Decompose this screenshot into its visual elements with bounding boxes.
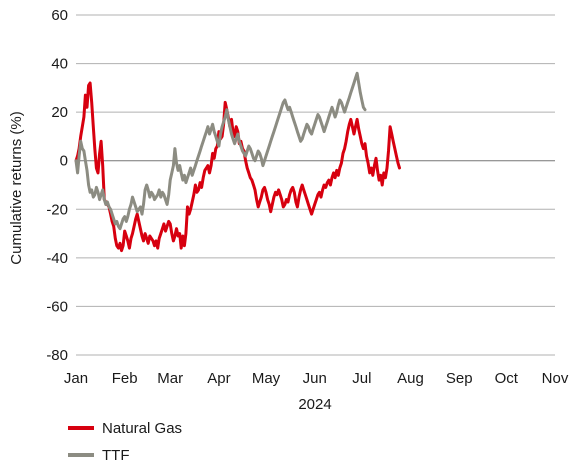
y-tick-label: 0 xyxy=(60,153,68,170)
series-line-natural-gas xyxy=(74,81,401,253)
x-tick-label: Apr xyxy=(207,370,230,387)
legend-label-ttf: TTF xyxy=(102,446,130,464)
legend-swatch-ttf xyxy=(68,453,94,457)
x-tick-label: Nov xyxy=(542,370,569,387)
y-tick-label: -60 xyxy=(46,298,68,315)
series-lines xyxy=(74,71,401,253)
legend-label-natural-gas: Natural Gas xyxy=(102,419,183,437)
y-axis-title: Cumulative returns (%) xyxy=(8,111,25,264)
x-tick-label: Jun xyxy=(303,370,327,387)
y-tick-label: -20 xyxy=(46,201,68,218)
legend: Natural Gas TTF xyxy=(68,417,182,471)
x-axis-title: 2024 xyxy=(298,396,331,413)
y-axis-ticks: 60 40 20 0 -20 -40 -60 -80 xyxy=(46,7,68,364)
y-tick-label: 20 xyxy=(51,104,68,121)
series-line-ttf xyxy=(74,71,367,231)
y-tick-label: 40 xyxy=(51,56,68,73)
x-tick-label: Feb xyxy=(112,370,138,387)
y-tick-label: 60 xyxy=(51,7,68,24)
x-tick-label: Jul xyxy=(352,370,371,387)
x-tick-label: Oct xyxy=(495,370,519,387)
legend-item-ttf: TTF xyxy=(68,444,182,466)
x-tick-label: Mar xyxy=(157,370,183,387)
x-tick-label: May xyxy=(252,370,281,387)
legend-item-natural-gas: Natural Gas xyxy=(68,417,182,439)
y-tick-label: -80 xyxy=(46,347,68,364)
x-tick-label: Aug xyxy=(397,370,424,387)
y-tick-label: -40 xyxy=(46,250,68,267)
x-tick-label: Jan xyxy=(64,370,88,387)
x-tick-label: Sep xyxy=(446,370,473,387)
legend-swatch-natural-gas xyxy=(68,426,94,430)
grid-lines xyxy=(76,14,555,356)
x-axis-ticks: Jan Feb Mar Apr May Jun Jul Aug Sep Oct Nov xyxy=(64,370,569,387)
